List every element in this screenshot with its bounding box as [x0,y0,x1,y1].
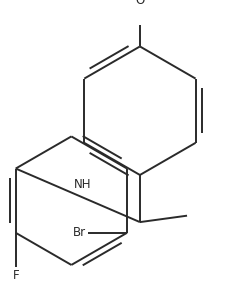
Text: F: F [12,269,19,282]
Text: Br: Br [73,226,86,239]
Text: NH: NH [74,178,91,191]
Text: O: O [135,0,145,7]
